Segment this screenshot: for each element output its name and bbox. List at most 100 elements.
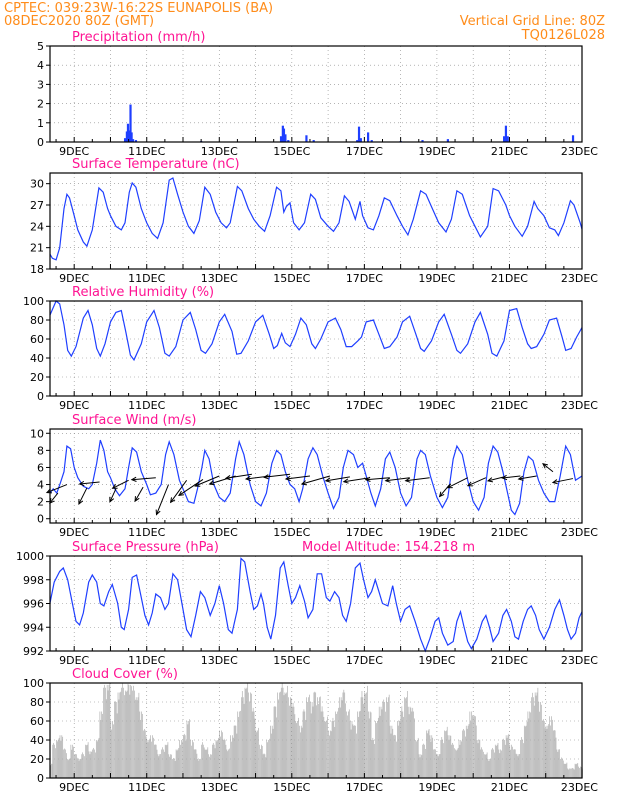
wind-arrow-head bbox=[134, 496, 140, 503]
cloud-bar bbox=[317, 697, 318, 778]
cloud-bar bbox=[407, 706, 409, 778]
cloud-bar bbox=[124, 695, 125, 778]
cloud-bar bbox=[225, 744, 227, 778]
wind-arrow-head bbox=[466, 481, 473, 487]
wind-ytick-label: 0 bbox=[37, 513, 44, 526]
precip-panel: Precipitation (mm/h) 0 1 2 3 4 5 9DEC 11DEC 13DEC… bbox=[37, 30, 598, 158]
cloud-bar bbox=[484, 754, 485, 778]
cloud-bar bbox=[212, 744, 213, 778]
cloud-bar bbox=[440, 740, 442, 778]
rh-xtick-label: 13DEC bbox=[201, 399, 238, 412]
cloud-bar bbox=[192, 742, 194, 778]
pressure-xtick-label: 17DEC bbox=[346, 654, 383, 667]
cloud-bar bbox=[316, 705, 317, 778]
cloud-bar bbox=[226, 749, 228, 778]
cloud-bar bbox=[329, 730, 331, 778]
cloud-bar bbox=[331, 721, 333, 778]
cloud-bar bbox=[97, 740, 99, 778]
pressure-ytick-label: 1000 bbox=[16, 550, 44, 563]
cloud-bar bbox=[486, 752, 488, 778]
cloud-bar bbox=[162, 747, 163, 778]
wind-arrow bbox=[301, 475, 331, 485]
cloud-bar bbox=[177, 749, 179, 778]
cloud-bar bbox=[188, 721, 190, 778]
cloud-bar bbox=[333, 721, 335, 778]
cloud-bar bbox=[320, 711, 322, 778]
cloud-bar bbox=[294, 714, 296, 778]
cloud-bar bbox=[554, 730, 556, 778]
cloud-bar bbox=[215, 740, 217, 778]
cloud-bar bbox=[364, 692, 366, 778]
wind-arrow-head bbox=[486, 477, 494, 483]
cloud-bar bbox=[509, 744, 511, 778]
cloud-bar bbox=[195, 749, 197, 778]
wind-arrow bbox=[405, 477, 430, 482]
rh-xtick-label: 19DEC bbox=[418, 399, 455, 412]
cloud-bar bbox=[90, 751, 92, 778]
cloud-bar bbox=[527, 711, 529, 778]
cloud-bar bbox=[194, 749, 196, 778]
cloud-bar bbox=[564, 763, 566, 778]
wind-arrow-head bbox=[155, 509, 161, 516]
wind-arrow bbox=[439, 484, 450, 497]
wind-arrow bbox=[49, 492, 59, 504]
wind-arrow-head bbox=[551, 479, 558, 485]
wind-arrow-head bbox=[224, 475, 231, 481]
precip-bar bbox=[131, 139, 135, 142]
wind-arrow-head bbox=[300, 480, 307, 486]
cloud-bar bbox=[245, 688, 247, 778]
cloud-bar bbox=[246, 687, 248, 778]
cloud-bar bbox=[138, 692, 140, 778]
cloud-bar bbox=[484, 754, 486, 778]
rh-panel: Relative Humidity (%) 0 20 40 60 80 100 9DEC 11D… bbox=[23, 285, 598, 412]
cloud-bar bbox=[105, 687, 106, 778]
cloud-bar bbox=[345, 703, 346, 778]
cloud-bar bbox=[547, 725, 549, 778]
cloud-bar bbox=[413, 711, 414, 778]
cloud-bar bbox=[337, 711, 338, 778]
cloud-bar bbox=[355, 725, 356, 778]
cloud-bar bbox=[107, 690, 109, 778]
cloud-bar bbox=[111, 729, 113, 778]
cloud-bar bbox=[262, 754, 264, 778]
cloud-bar bbox=[180, 744, 181, 778]
cloud-bar bbox=[448, 739, 450, 778]
cloud-bar bbox=[131, 686, 132, 778]
cloud-bar bbox=[387, 702, 388, 778]
cloud-bar bbox=[537, 687, 539, 778]
cloud-bar bbox=[267, 742, 268, 778]
cloud-bar bbox=[302, 711, 304, 778]
cloud-bar bbox=[85, 745, 87, 778]
cloud-bar bbox=[166, 744, 168, 778]
cloud-bar bbox=[480, 749, 482, 778]
cloud-bar bbox=[349, 721, 351, 778]
cloud-bar bbox=[203, 747, 205, 778]
wind-arrow-head bbox=[342, 478, 349, 484]
cloud-bar bbox=[427, 730, 429, 778]
cloud-bar bbox=[532, 692, 533, 778]
cloud-bar bbox=[516, 754, 518, 778]
cloud-bar bbox=[450, 735, 452, 778]
wind-arrow bbox=[263, 473, 291, 478]
precip-bar bbox=[284, 134, 287, 142]
cloud-bar bbox=[343, 689, 345, 778]
cloud-bar bbox=[425, 748, 426, 778]
cloud-ytick-label: 60 bbox=[30, 715, 44, 728]
cloud-bar bbox=[383, 699, 385, 778]
cloud-bar bbox=[192, 740, 193, 778]
cloud-bar bbox=[464, 730, 465, 778]
cloud-bar bbox=[416, 740, 418, 778]
cloud-panel: Cloud Cover (%) 0 20 40 60 80 100 9DEC 11DEC 13DE… bbox=[23, 667, 598, 794]
cloud-bar bbox=[573, 769, 575, 778]
wind-arrow bbox=[109, 488, 117, 503]
cloud-bar bbox=[282, 687, 284, 778]
temp-title: Surface Temperature (nC) bbox=[72, 157, 240, 172]
cloud-bar bbox=[569, 768, 570, 778]
cloud-ytick-label: 80 bbox=[30, 696, 44, 709]
cloud-bar bbox=[116, 713, 118, 778]
cloud-bar bbox=[565, 763, 567, 778]
cloud-bar bbox=[552, 730, 554, 778]
temp-xtick-label: 19DEC bbox=[418, 272, 455, 285]
cloud-bar bbox=[502, 740, 503, 778]
cloud-bar bbox=[58, 737, 60, 778]
